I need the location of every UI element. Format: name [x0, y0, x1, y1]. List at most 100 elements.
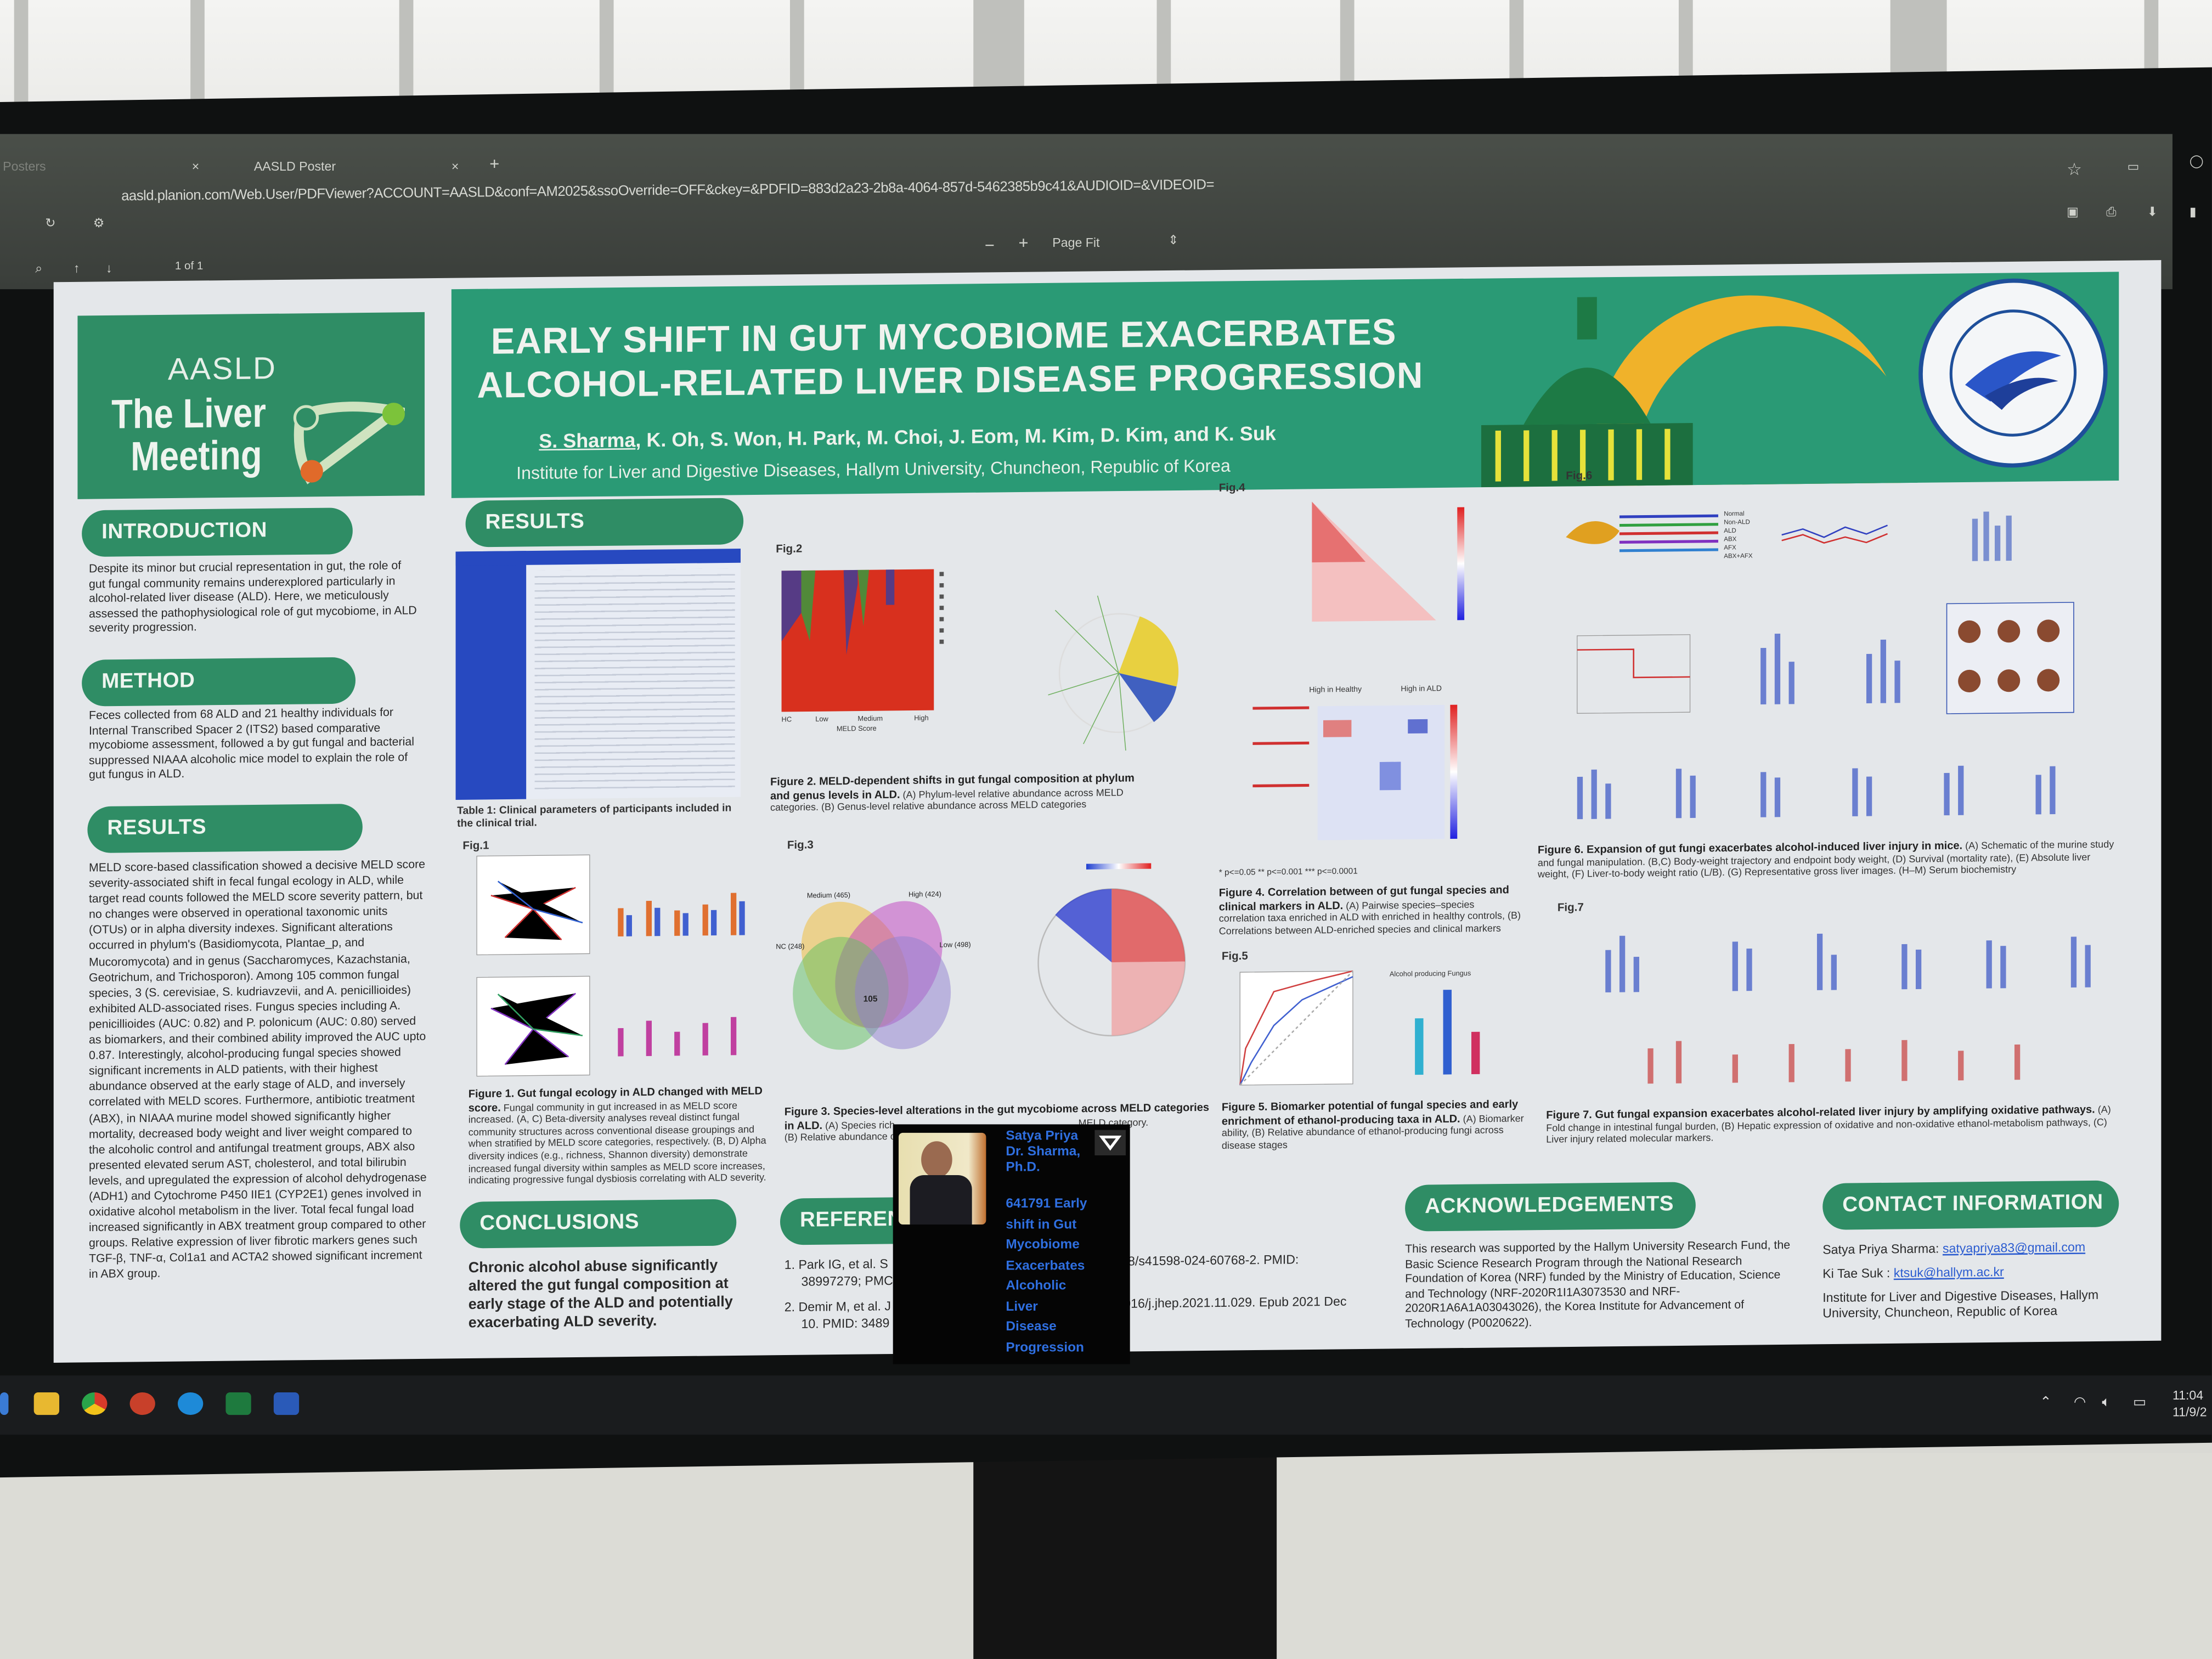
new-tab-icon[interactable]: + [489, 154, 500, 174]
chrome-icon[interactable] [82, 1392, 108, 1415]
venn-center-count: 105 [864, 994, 878, 1003]
print-icon[interactable]: ⎙ [2106, 204, 2117, 219]
bookmark-icon[interactable]: ▮ [2189, 204, 2197, 219]
poster-page: AASLD The Liver Meeting EARLY SHIFT IN GU… [53, 260, 2162, 1363]
start-button[interactable] [0, 1392, 9, 1415]
figure-6-caption: Figure 6. Expansion of gut fungi exacerb… [1537, 839, 2114, 881]
introduction-text: Despite its minor but crucial representa… [88, 557, 417, 635]
clock[interactable]: 11:04 11/9/2 [2172, 1388, 2207, 1419]
svg-text:High: High [914, 714, 928, 722]
fig2-x-axis-label: MELD Score [837, 724, 877, 733]
cast-icon[interactable]: ▭ [2127, 159, 2140, 174]
email-link-suk[interactable]: ktsuk@hallym.ac.kr [1893, 1265, 2004, 1280]
acknowledgements-text: This research was supported by the Hally… [1405, 1237, 1791, 1330]
presenter-photo [898, 1132, 986, 1224]
battery-icon[interactable]: ▭ [2132, 1395, 2147, 1411]
significance-legend: * p<=0.05 ** p<=0.001 *** p<=0.0001 [1218, 868, 1358, 878]
find-icon[interactable]: ⌕ [35, 261, 43, 275]
figure-7-caption: Figure 7. Gut fungal expansion exacerbat… [1546, 1103, 2111, 1146]
fig7-label: Fig.7 [1557, 901, 1584, 914]
results-heading-left: RESULTS [87, 803, 363, 854]
fig2-label: Fig.2 [776, 542, 803, 556]
conclusions-heading: CONCLUSIONS [460, 1199, 737, 1249]
svg-text:Medium: Medium [857, 714, 883, 723]
title-banner: EARLY SHIFT IN GUT MYCOBIOME EXACERBATES… [451, 272, 2119, 498]
venn-high-label: High (424) [909, 890, 941, 899]
fig3-label: Fig.3 [787, 838, 814, 851]
venn-low-label: Low (498) [940, 940, 971, 949]
excel-icon[interactable] [225, 1392, 251, 1415]
edge-icon[interactable] [177, 1392, 204, 1415]
svg-text:ABX+AFX: ABX+AFX [1724, 553, 1753, 560]
address-bar[interactable]: aasld.planion.com/Web.User/PDFViewer?ACC… [121, 177, 1215, 205]
hallym-university-seal [1918, 277, 2108, 469]
tray-chevron-icon[interactable]: ⌃ [2040, 1395, 2052, 1411]
taskbar: ⌃ ◠ 🔈︎ ▭ 11:04 11/9/2 [0, 1375, 2212, 1435]
previous-page-icon[interactable]: ↑ [73, 261, 80, 275]
high-in-healthy-label: High in Healthy [1309, 685, 1362, 694]
zoom-select[interactable]: Page Fit [1052, 235, 1100, 250]
wifi-icon[interactable]: ◠ [2073, 1395, 2086, 1411]
figure-5-roc-and-bars: Alcohol producing Fungus [1239, 969, 1480, 1086]
tab-posters[interactable]: Posters [3, 159, 46, 174]
powerpoint-icon[interactable] [129, 1392, 155, 1415]
monitor-stand [973, 1453, 1277, 1659]
method-text: Feces collected from 68 ALD and 21 healt… [88, 704, 414, 782]
page-indicator[interactable]: 1 of 1 [174, 259, 204, 273]
next-page-icon[interactable]: ↓ [105, 261, 112, 275]
volume-icon[interactable]: 🔈︎ [2102, 1395, 2111, 1411]
zoom-dropdown-icon[interactable]: ⇕ [1168, 233, 1179, 247]
tab-aasld-poster[interactable]: AASLD Poster [253, 159, 336, 174]
table-1-clinical-parameters [455, 549, 741, 800]
logo-name: The Liver Meeting [111, 391, 266, 481]
bookmark-star-icon[interactable]: ☆ [2067, 159, 2082, 179]
figure-5-caption: Figure 5. Biomarker potential of fungal … [1221, 1097, 1524, 1152]
svg-text:ABX: ABX [1724, 536, 1736, 543]
figure-3-venn-and-heatmap: Satya Priya Medium (465) High (424) NC (… [776, 863, 1186, 1050]
venn-medium-label: Medium (465) [807, 891, 850, 900]
file-explorer-icon[interactable] [33, 1392, 59, 1415]
figure-4-correlation-heatmaps: High in Healthy High in ALD [1252, 501, 1465, 840]
figure-2-abundance-charts: HC Low Medium High MELD Score [782, 569, 1179, 751]
venn-nc-label: NC (248) [776, 942, 804, 951]
zoom-in-button[interactable]: + [1018, 233, 1029, 253]
contact-heading: CONTACT INFORMATION [1822, 1180, 2119, 1230]
close-tab-icon[interactable]: × [451, 159, 459, 174]
results-text: MELD score-based classification showed a… [88, 856, 427, 1282]
download-icon[interactable]: ⬇ [2147, 204, 2158, 219]
svg-text:AFX: AFX [1724, 545, 1736, 551]
results-heading: RESULTS [465, 498, 744, 548]
collapse-overlay-button[interactable] [1094, 1130, 1126, 1155]
seal-emblem-icon [1949, 309, 2077, 437]
svg-text:ALD: ALD [1724, 528, 1736, 534]
fig5-panel-b-title: Alcohol producing Fungus [1390, 969, 1471, 978]
profile-icon[interactable]: ◯ [2189, 154, 2204, 168]
word-icon[interactable] [273, 1392, 300, 1415]
save-icon[interactable]: ▣ [2067, 204, 2079, 219]
conclusions-text: Chronic alcohol abuse significantly alte… [468, 1257, 733, 1332]
presenter-name: Satya Priya Dr. Sharma, Ph.D. [1006, 1128, 1081, 1175]
presentation-title: 641791 Early shift in Gut Mycobiome Exacerb… [1006, 1196, 1087, 1355]
affiliation: Institute for Liver and Digestive Diseas… [516, 456, 1231, 483]
svg-text:Low: Low [815, 715, 828, 723]
authors: S. Sharma, K. Oh, S. Won, H. Park, M. Ch… [539, 421, 1276, 452]
zoom-out-button[interactable]: − [984, 235, 995, 256]
fig1-label: Fig.1 [462, 839, 489, 853]
poster-title: EARLY SHIFT IN GUT MYCOBIOME EXACERBATES… [477, 310, 1424, 407]
figure-1-diversity-plots [476, 854, 745, 1077]
figure-2-caption: Figure 2. MELD-dependent shifts in gut f… [770, 771, 1135, 814]
table-1-caption: Table 1: Clinical parameters of particip… [457, 801, 732, 829]
reload-icon[interactable]: ↻ [45, 216, 56, 230]
site-settings-icon[interactable]: ⚙ [93, 216, 105, 230]
email-link-sharma[interactable]: satyapriya83@gmail.com [1942, 1240, 2086, 1256]
figure-7-expression-panels [1605, 933, 2091, 1084]
acknowledgements-heading: ACKNOWLEDGEMENTS [1405, 1182, 1696, 1232]
figure-1-caption: Figure 1. Gut fungal ecology in ALD chan… [468, 1084, 766, 1187]
aasld-logo: AASLD The Liver Meeting [77, 312, 425, 499]
method-heading: METHOD [82, 657, 356, 707]
close-tab-icon[interactable]: × [191, 159, 200, 174]
svg-text:Normal: Normal [1724, 511, 1744, 517]
capitol-building-illustration [1481, 295, 1919, 488]
svg-text:HC: HC [782, 715, 792, 723]
